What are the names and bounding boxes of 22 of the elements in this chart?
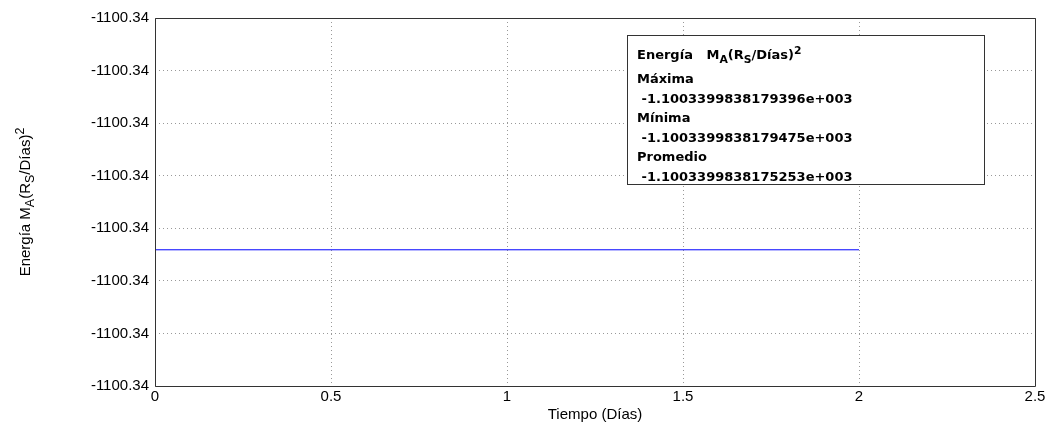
x-tick-label: 2 (854, 387, 864, 405)
y-tick-label: -1100.34 (90, 60, 149, 78)
x-axis-title: Tiempo (Días) (547, 405, 643, 422)
y-tick-label: -1100.34 (90, 323, 149, 341)
annotation: Máxima (637, 70, 695, 89)
x-tick-label: 2.5 (1024, 387, 1046, 405)
y-tick-label: -1100.34 (90, 165, 149, 183)
x-tick-label: 0 (150, 387, 160, 405)
x-tick-label: 1 (502, 387, 512, 405)
annotation: Mínima (637, 109, 692, 128)
y-tick-label: -1100.34 (90, 376, 149, 394)
annotation: -1.1003399838179475e+003 (640, 128, 854, 147)
annotation: -1.1003399838175253e+003 (640, 167, 854, 186)
annotation: -1.1003399838179396e+003 (640, 89, 854, 108)
y-tick-label: -1100.34 (90, 113, 149, 131)
annotation: Energía M$_{A}$(R$_{S}$/Días)$^{2}$ (637, 43, 803, 68)
y-tick-label: -1100.34 (90, 271, 149, 288)
x-tick-label: 0.5 (320, 387, 342, 405)
annotation: Promedio (637, 148, 708, 167)
y-tick-label: -1100.34 (90, 8, 149, 26)
y-tick-label: -1100.34 (90, 218, 149, 236)
x-tick-label: 1.5 (672, 387, 694, 405)
